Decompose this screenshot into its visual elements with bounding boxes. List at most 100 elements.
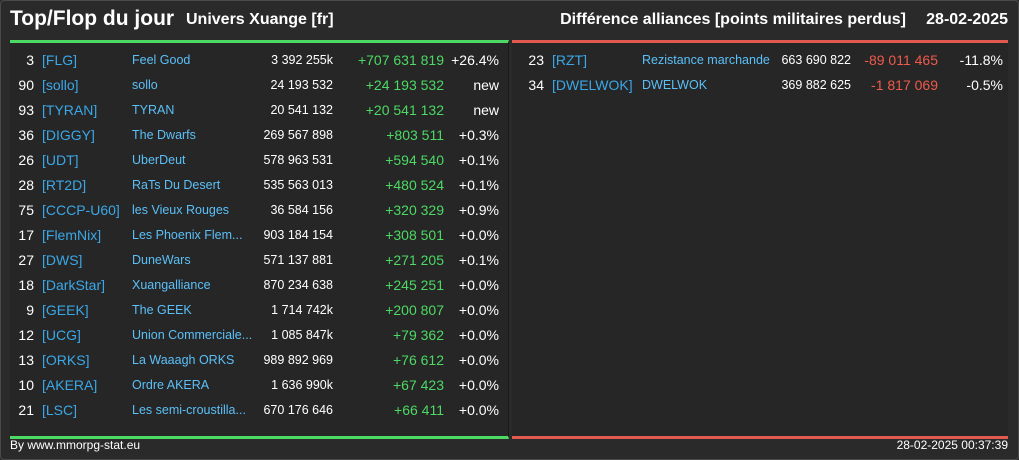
alliance-name-link[interactable]: RaTs Du Desert	[132, 178, 221, 192]
header-date: 28-02-2025	[926, 11, 1008, 28]
total-points-cell: 1 636 990k	[271, 378, 333, 392]
alliance-tag-link[interactable]: [AKERA]	[42, 377, 98, 393]
rank-cell: 23	[528, 52, 544, 68]
total-points-cell: 571 137 881	[263, 253, 333, 267]
total-points-cell: 578 963 531	[263, 153, 333, 167]
total-points-cell: 269 567 898	[263, 128, 333, 142]
alliance-name-link[interactable]: Rezistance marchande	[642, 53, 770, 67]
total-points-cell: 870 234 638	[263, 278, 333, 292]
alliance-name-link[interactable]: TYRAN	[132, 103, 175, 117]
percent-change-cell: +0.0%	[458, 302, 499, 318]
percent-change-cell: -11.8%	[959, 52, 1003, 68]
alliance-name-link[interactable]: Les Phoenix Flem...	[132, 228, 243, 242]
alliance-tag-link[interactable]: [FLG]	[42, 52, 78, 68]
top-row: 9 [GEEK] The GEEK 1 714 742k +200 807 +0.0%	[10, 298, 508, 323]
percent-change-cell: +0.0%	[458, 227, 499, 243]
delta-cell: +200 807	[385, 302, 444, 318]
delta-cell: +320 329	[385, 202, 444, 218]
rank-cell: 21	[18, 402, 34, 418]
delta-cell: +707 631 819	[357, 52, 444, 68]
top-row: 36 [DIGGY] The Dwarfs 269 567 898 +803 511 +0…	[10, 123, 508, 148]
rank-cell: 93	[18, 102, 34, 118]
delta-cell: +594 540	[385, 152, 444, 168]
top-row: 28 [RT2D] RaTs Du Desert 535 563 013 +480 52…	[10, 173, 508, 198]
rank-cell: 90	[18, 77, 34, 93]
alliance-name-link[interactable]: les Vieux Rouges	[132, 203, 230, 217]
rank-cell: 3	[26, 52, 34, 68]
delta-cell: +67 423	[393, 377, 444, 393]
flop-row: 34 [DWELWOK] DWELWOK 369 882 625 -1 817 069 -…	[512, 73, 1008, 98]
alliance-tag-link[interactable]: [DWELWOK]	[552, 77, 633, 93]
alliance-tag-link[interactable]: [UDT]	[42, 152, 79, 168]
alliance-name-link[interactable]: Ordre AKERA	[132, 378, 210, 392]
alliance-name-link[interactable]: The GEEK	[132, 303, 192, 317]
total-points-cell: 20 541 132	[270, 103, 333, 117]
total-points-cell: 989 892 969	[263, 353, 333, 367]
alliance-tag-link[interactable]: [sollo]	[42, 77, 79, 93]
delta-cell: +308 501	[385, 227, 444, 243]
total-points-cell: 670 176 646	[263, 403, 333, 417]
delta-cell: -89 011 465	[864, 52, 938, 68]
percent-change-cell: +0.0%	[458, 402, 499, 418]
rank-cell: 18	[18, 277, 34, 293]
delta-cell: +271 205	[385, 252, 444, 268]
alliance-tag-link[interactable]: [RT2D]	[42, 177, 87, 193]
rank-cell: 34	[528, 77, 544, 93]
alliance-tag-link[interactable]: [DIGGY]	[42, 127, 95, 143]
percent-change-cell: +0.0%	[458, 327, 499, 343]
alliance-tag-link[interactable]: [RZT]	[552, 52, 587, 68]
delta-cell: +20 541 132	[365, 102, 444, 118]
metric-label: Différence alliances [points militaires …	[560, 11, 906, 28]
total-points-cell: 1 085 847k	[271, 328, 333, 342]
alliance-tag-link[interactable]: [FlemNix]	[42, 227, 102, 243]
top-row: 90 [sollo] sollo 24 193 532 +24 193 532 new	[10, 73, 508, 98]
alliance-tag-link[interactable]: [DWS]	[42, 252, 83, 268]
top-row: 18 [DarkStar] Xuangalliance 870 234 638 +245…	[10, 273, 508, 298]
rank-cell: 26	[18, 152, 34, 168]
total-points-cell: 36 584 156	[270, 203, 333, 217]
rank-cell: 75	[18, 202, 34, 218]
alliance-name-link[interactable]: DuneWars	[132, 253, 191, 267]
top-row: 26 [UDT] UberDeut 578 963 531 +594 540 +0.1%	[10, 148, 508, 173]
alliance-tag-link[interactable]: [ORKS]	[42, 352, 90, 368]
alliance-name-link[interactable]: sollo	[132, 78, 158, 92]
rank-cell: 9	[26, 302, 34, 318]
percent-change-cell: +0.1%	[458, 252, 499, 268]
rank-cell: 27	[18, 252, 34, 268]
percent-change-cell: +0.1%	[458, 152, 499, 168]
site-credit[interactable]: By www.mmorpg-stat.eu	[10, 438, 141, 452]
alliance-name-link[interactable]: Feel Good	[132, 53, 191, 67]
top-row: 21 [LSC] Les semi-croustilla... 670 176 646…	[10, 398, 508, 423]
alliance-name-link[interactable]: DWELWOK	[642, 78, 708, 92]
total-points-cell: 369 882 625	[781, 78, 851, 92]
percent-change-cell: +0.3%	[458, 127, 499, 143]
alliance-name-link[interactable]: Union Commerciale...	[132, 328, 253, 342]
rank-cell: 10	[18, 377, 34, 393]
percent-change-cell: +26.4%	[451, 52, 499, 68]
rank-cell: 17	[18, 227, 34, 243]
alliance-name-link[interactable]: Les semi-croustilla...	[132, 403, 246, 417]
top-row: 27 [DWS] DuneWars 571 137 881 +271 205 +0.1%	[10, 248, 508, 273]
percent-change-cell: +0.0%	[458, 352, 499, 368]
top-row: 10 [AKERA] Ordre AKERA 1 636 990k +67 423 +0.…	[10, 373, 508, 398]
alliance-name-link[interactable]: La Waaagh ORKS	[132, 353, 235, 367]
alliance-name-link[interactable]: Xuangalliance	[132, 278, 211, 292]
alliance-tag-link[interactable]: [UCG]	[42, 327, 81, 343]
percent-change-cell: -0.5%	[966, 77, 1003, 93]
alliance-tag-link[interactable]: [TYRAN]	[42, 102, 98, 118]
alliance-tag-link[interactable]: [GEEK]	[42, 302, 89, 318]
alliance-tag-link[interactable]: [DarkStar]	[42, 277, 106, 293]
alliance-name-link[interactable]: UberDeut	[132, 153, 186, 167]
delta-cell: +24 193 532	[365, 77, 444, 93]
top-row: 93 [TYRAN] TYRAN 20 541 132 +20 541 132 new	[10, 98, 508, 123]
delta-cell: +76 612	[393, 352, 444, 368]
percent-change-cell: new	[473, 77, 499, 93]
rank-cell: 12	[18, 327, 34, 343]
alliance-tag-link[interactable]: [CCCP-U60]	[42, 202, 120, 218]
alliance-tag-link[interactable]: [LSC]	[42, 402, 78, 418]
alliance-name-link[interactable]: The Dwarfs	[132, 128, 196, 142]
total-points-cell: 24 193 532	[270, 78, 333, 92]
percent-change-cell: new	[473, 102, 499, 118]
rank-cell: 28	[18, 177, 34, 193]
percent-change-cell: +0.1%	[458, 177, 499, 193]
